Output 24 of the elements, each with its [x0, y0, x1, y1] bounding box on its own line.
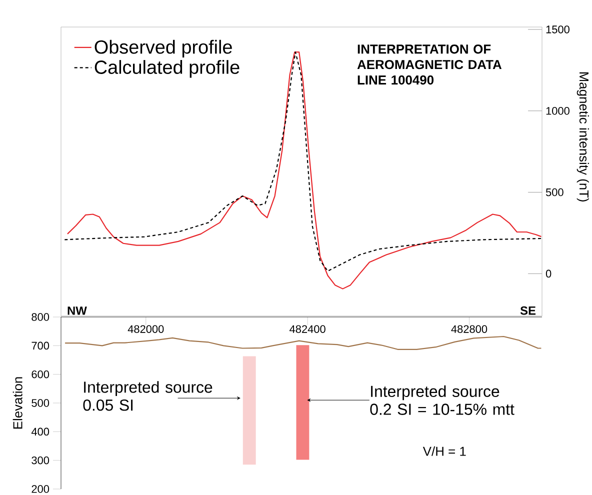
annotation: V/H = 1	[422, 446, 466, 456]
y-axis-title: Magnetic intensity (nT)	[576, 72, 589, 202]
y-tick-label: 400	[31, 428, 50, 436]
annotation: SE	[520, 306, 536, 315]
annotation: NW	[68, 306, 87, 315]
y-tick-label: 200	[32, 485, 50, 493]
legend-label: Observed profile	[94, 40, 232, 58]
legend-label: Calculated profile	[94, 60, 240, 78]
x-tick-label: 482800	[451, 325, 488, 333]
y-tick-label: 500	[32, 399, 50, 407]
y-tick-label: 800	[32, 313, 50, 321]
x-tick-label: 482000	[128, 325, 164, 333]
y-tick-label: 300	[32, 456, 50, 464]
y-tick-label: 600	[32, 370, 50, 378]
annotation: Interpreted source 0.05 SI	[83, 381, 212, 411]
y-tick-label: 1000	[546, 106, 570, 115]
text: INTERPRETATION OF AEROMAGNETIC DATA LINE 100490	[357, 44, 502, 85]
y-axis-title: Elevation	[12, 377, 22, 429]
y-tick-label: 700	[32, 342, 50, 350]
y-tick-label: 0	[546, 270, 552, 278]
y-tick-label: 500	[546, 188, 564, 196]
y-tick-label: 1500	[546, 26, 570, 34]
x-tick-label: 482400	[290, 325, 326, 333]
annotation: Interpreted source 0.2 SI = 10-15% mtt	[370, 385, 514, 415]
